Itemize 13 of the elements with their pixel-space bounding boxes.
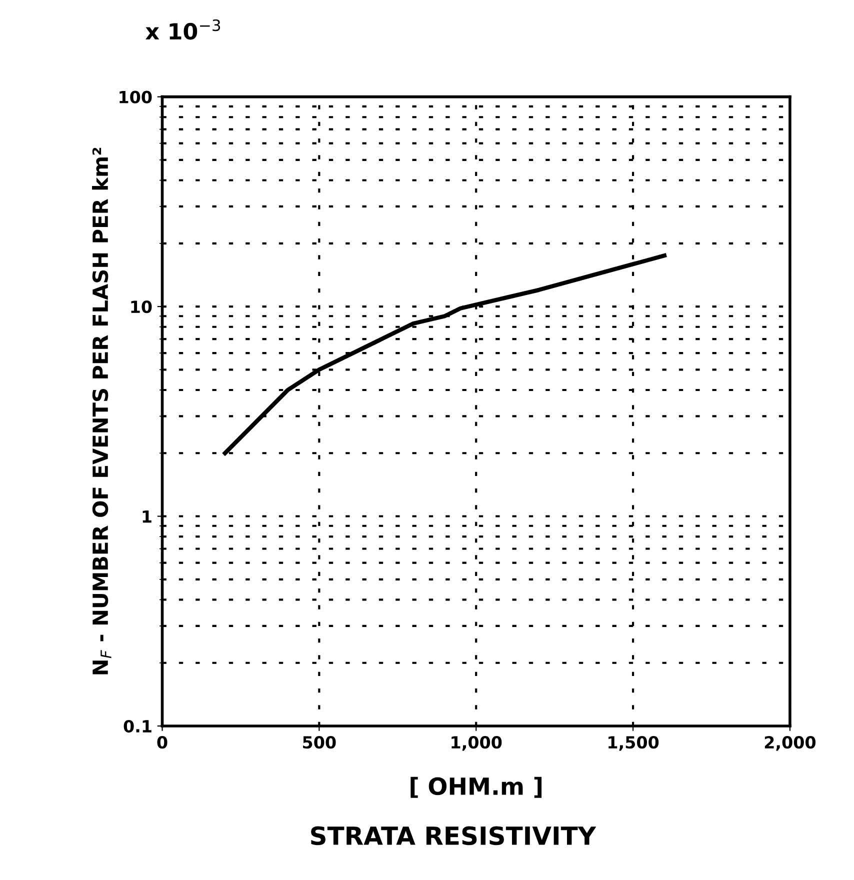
x-tick-label: 1,000 (452, 736, 502, 751)
y-tick-label: 100 (120, 90, 152, 104)
y-tick-label: 10 (131, 300, 152, 314)
text: x 10$^{−3}$ (146, 19, 220, 40)
y-axis-title: N$_{F}$ - NUMBER OF EVENTS PER FLASH PER km² (92, 148, 112, 674)
x-tick-label: 500 (303, 736, 336, 749)
y-tick-label: 1 (142, 510, 152, 523)
x-tick-label: 0 (157, 736, 168, 749)
x-tick-label: 2,000 (764, 736, 816, 751)
text: STRATA RESISTIVITY (311, 826, 596, 846)
x-tick-label: 1,500 (608, 736, 659, 751)
y-tick-label: 0.1 (124, 720, 152, 733)
x-axis-title: [ OHM.m ] (410, 776, 542, 798)
